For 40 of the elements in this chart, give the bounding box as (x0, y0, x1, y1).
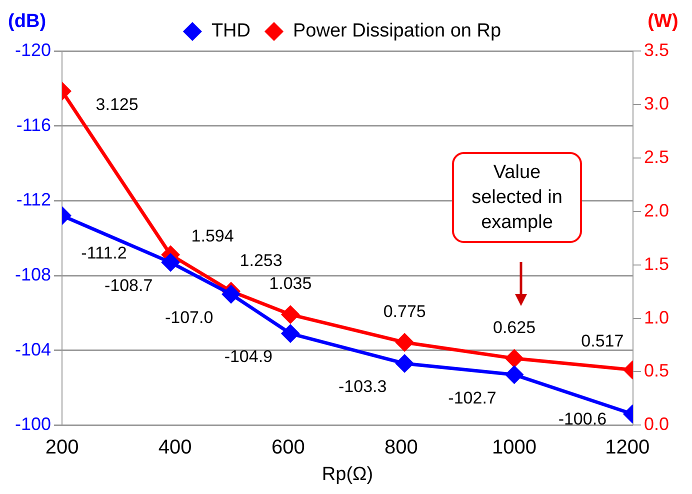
x-tick-label: 600 (271, 436, 305, 459)
data-label: -107.0 (164, 308, 214, 327)
legend-label: Power Dissipation on Rp (293, 20, 502, 42)
y2-tick-label: 2.5 (644, 146, 670, 167)
x-axis-title: Rp(Ω) (322, 464, 374, 485)
x-tick-label: 1200 (605, 436, 650, 459)
y-tick-label: -116 (16, 114, 52, 135)
data-label: 3.125 (96, 94, 138, 114)
y-axis-title: (dB) (8, 11, 46, 32)
y-tick-label: -104 (14, 339, 52, 360)
y-tick-label: -108 (14, 264, 52, 284)
data-label: -100.6 (558, 410, 607, 429)
data-label: 1.253 (240, 250, 282, 270)
data-label: -103.3 (338, 377, 387, 396)
data-label: 0.775 (383, 302, 426, 322)
data-label: -108.7 (104, 276, 153, 296)
x-tick-label: 200 (45, 436, 79, 459)
data-label: -111.2 (81, 243, 127, 262)
annotation: Value selected in example (452, 152, 582, 243)
x-tick-label: 400 (158, 436, 192, 459)
y2-tick-label: 2.0 (644, 200, 670, 220)
y2-tick-label: 3.5 (644, 40, 670, 60)
y2-tick-label: 0.5 (644, 360, 670, 381)
data-label: 1.594 (191, 226, 234, 246)
data-label: 0.517 (581, 332, 624, 351)
y-tick-label: -100 (14, 414, 52, 434)
data-label: -102.7 (448, 388, 496, 408)
x-tick-label: 1000 (492, 436, 537, 459)
y2-tick-label: 1.5 (644, 254, 670, 274)
y2-axis-title: (W) (648, 11, 678, 32)
x-tick-label: 800 (384, 436, 418, 459)
y2-tick-label: 3.0 (644, 93, 670, 114)
y-tick-label: -120 (14, 40, 52, 60)
legend-label: THD (211, 20, 251, 42)
y2-tick-label: 0.0 (644, 414, 670, 434)
y2-tick-label: 1.0 (644, 307, 670, 328)
data-label: -104.9 (224, 347, 273, 366)
y-tick-label: -112 (16, 190, 52, 210)
data-label: 1.035 (269, 274, 312, 294)
data-label: 0.625 (492, 318, 536, 338)
